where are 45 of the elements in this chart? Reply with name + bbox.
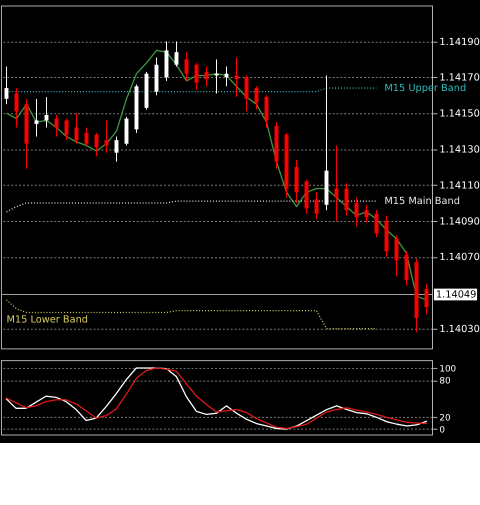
candlestick xyxy=(44,96,48,128)
candlestick xyxy=(84,127,88,146)
y-tick-label: 80 xyxy=(439,376,451,387)
y-tick-label: 1.14090 xyxy=(439,216,480,228)
candlestick xyxy=(344,182,348,216)
candlestick xyxy=(224,66,228,87)
candlestick xyxy=(94,132,98,157)
series-label: M15 Main Band xyxy=(384,196,460,208)
candlestick xyxy=(174,40,178,68)
candlestick xyxy=(114,136,118,162)
candlestick xyxy=(314,192,318,220)
candlestick xyxy=(234,57,238,98)
candlestick xyxy=(364,204,368,224)
candlestick xyxy=(74,112,78,144)
y-tick-label: 1.14130 xyxy=(439,144,480,156)
candlestick xyxy=(374,210,378,238)
y-tick-label: 100 xyxy=(439,364,457,374)
candlestick xyxy=(394,234,398,278)
candlestick xyxy=(54,114,58,138)
y-tick-label: 1.14170 xyxy=(439,72,480,84)
line-series xyxy=(6,299,378,330)
candlestick xyxy=(264,94,268,128)
y-tick-label: 1.14150 xyxy=(439,108,480,120)
candlestick xyxy=(64,118,68,141)
candlestick xyxy=(34,98,38,138)
y-tick-label: 1.14030 xyxy=(439,324,480,336)
candlestick xyxy=(4,66,8,105)
candlestick xyxy=(334,145,338,222)
candlestick xyxy=(194,62,198,90)
candlestick xyxy=(184,52,188,82)
y-tick-label: 0 xyxy=(439,426,446,436)
y-tick-label: 1.14190 xyxy=(439,36,480,48)
candlestick xyxy=(104,120,108,154)
candlestick xyxy=(354,197,358,227)
candlestick xyxy=(424,283,428,315)
candlestick xyxy=(254,86,258,110)
candlestick xyxy=(204,66,208,87)
ref-line-label: 1.14049 xyxy=(436,289,476,300)
candlestick xyxy=(14,88,18,128)
y-tick-label: 1.14110 xyxy=(439,180,480,192)
candlestick xyxy=(244,75,248,112)
candlestick xyxy=(214,58,218,94)
y-tick-label: 1.14070 xyxy=(439,252,480,264)
series-label: M15 Lower Band xyxy=(6,314,88,326)
y-tick-label: 20 xyxy=(439,413,451,424)
